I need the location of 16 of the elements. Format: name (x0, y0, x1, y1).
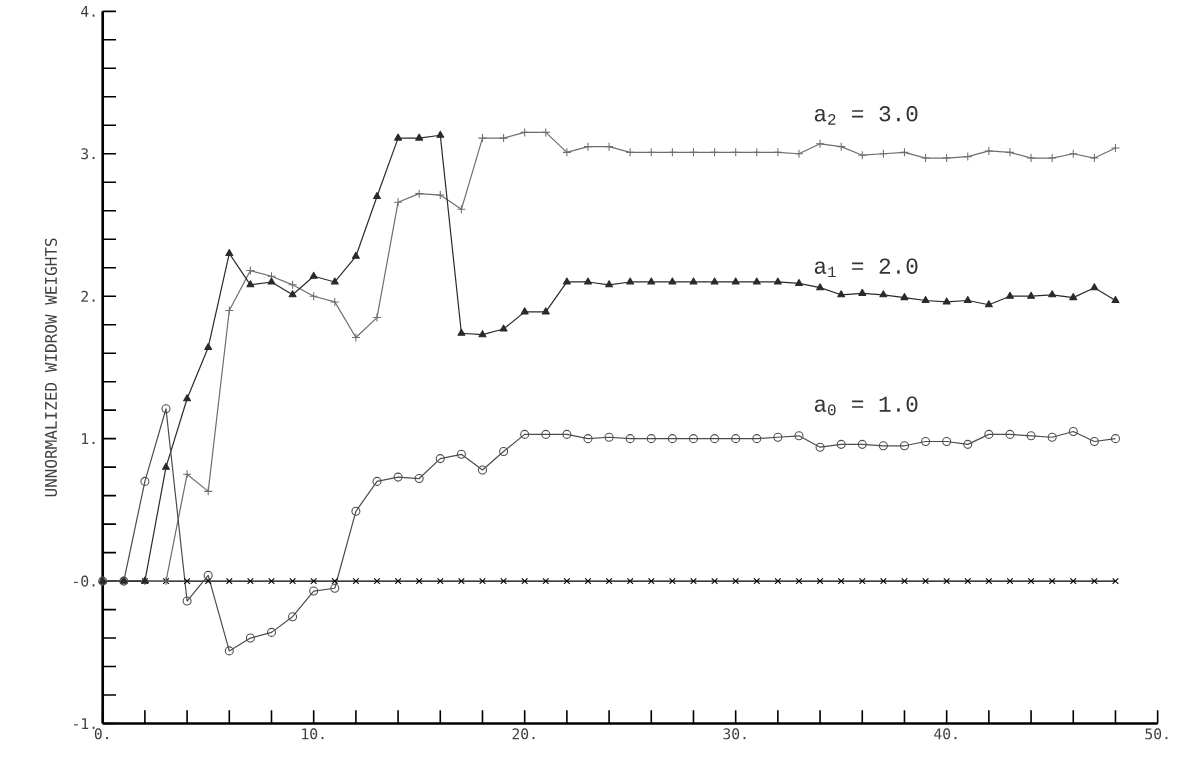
y-tick-label: 2. (81, 291, 95, 302)
x-tick-label: 30. (723, 728, 746, 740)
x-tick-label: 50. (1145, 728, 1168, 740)
y-axis-title: UNNORMALIZED WIDROW WEIGHTS (44, 238, 57, 497)
y-tick-label: 3. (81, 148, 95, 160)
y-tick-label: 1. (82, 433, 95, 445)
y-tick-label: 4. (81, 6, 95, 17)
x-tick-label: 10. (302, 728, 324, 740)
series-label: a$_{0}$ = 1.0 (814, 396, 918, 416)
series-label: a$_{1}$ = 2.0 (814, 258, 918, 278)
x-tick-label: 40. (934, 728, 957, 740)
y-tick-label: -1. (74, 718, 95, 730)
series-label: a$_{2}$ = 3.0 (814, 106, 918, 125)
x-tick-label: 0. (94, 728, 109, 740)
y-tick-label: -0. (74, 575, 95, 587)
x-tick-label: 20. (512, 728, 535, 740)
